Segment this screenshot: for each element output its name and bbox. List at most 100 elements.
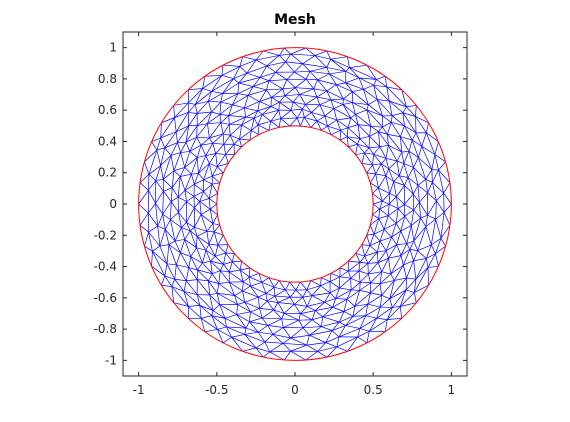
mesh-edge [257,106,272,112]
mesh-edge [402,112,416,117]
mesh-edge [205,155,210,164]
mesh-edge [415,267,429,280]
mesh-edge [190,230,198,237]
mesh-edge [400,243,408,256]
x-tick-label: -0.5 [205,383,228,397]
mesh-edge [262,317,282,320]
mesh-edge [201,315,212,319]
mesh-edge [364,245,371,257]
y-tick-label: 0.6 [98,103,117,117]
mesh-edge [390,273,395,281]
mesh-edge [206,231,210,245]
mesh-edge [295,87,314,90]
mesh-edge [385,175,394,182]
mesh-edge [148,149,158,175]
mesh-edge [427,192,437,201]
mesh-edge [139,212,149,226]
mesh-edge [412,139,422,147]
mesh-edge [181,227,186,240]
mesh-edge [392,289,407,308]
mesh-edge [426,132,439,142]
mesh-edge [278,102,280,111]
mesh-edge [162,214,166,230]
mesh-edge [408,151,414,168]
mesh-edge [139,182,149,191]
mesh-edge [426,244,432,259]
mesh-edge [274,295,279,303]
mesh-edge [148,165,161,175]
mesh-edge [406,260,414,279]
mesh-edge [224,318,227,327]
mesh-edge [376,79,387,88]
mesh-edge [211,91,223,94]
mesh-edge [283,319,300,328]
mesh-edge [392,112,404,117]
mesh-edge [262,114,272,122]
mesh-edge [302,108,312,113]
mesh-edge [357,124,361,139]
mesh-edge [228,261,233,273]
mesh-edge [378,126,383,132]
mesh-edge [170,201,179,213]
mesh-edge [296,108,303,119]
mesh-edge [333,104,344,109]
mesh-edge [355,114,359,125]
mesh-edge [207,111,212,124]
mesh-edge [267,318,282,326]
mesh-edge [415,116,429,124]
mesh-edge [316,120,328,127]
mesh-edge [336,117,351,121]
mesh-edge [258,331,273,335]
mesh-edge [420,217,427,227]
mesh-edge [339,267,349,272]
mesh-edge [345,70,360,79]
mesh-edge [430,219,436,245]
mesh-edge [199,305,202,319]
mesh-edge [381,294,390,300]
mesh-edge [306,306,316,311]
mesh-edge [183,291,198,295]
mesh-edge [346,289,352,300]
mesh-edge [300,117,305,127]
mesh-edge [440,238,446,247]
mesh-edge [324,298,336,303]
mesh-edge [382,115,392,123]
mesh-edge [184,190,195,197]
mesh-edge [350,117,359,125]
mesh-edge [215,143,225,154]
mesh-edge [440,225,451,239]
mesh-edge [301,109,305,118]
mesh-edge [264,334,274,343]
mesh-edge [266,61,286,67]
mesh-edge [363,89,378,100]
mesh-edge [222,124,230,135]
y-tick-label: 0 [109,197,117,211]
mesh-edge [324,115,328,127]
mesh-edge [370,218,380,226]
mesh-edge [317,342,326,352]
mesh-edge [239,130,252,140]
mesh-edge [385,145,389,159]
mesh-edge [193,191,204,197]
mesh-edge [417,250,427,259]
mesh-edge [163,187,173,192]
mesh-edge [242,347,257,352]
mesh-edge [196,294,201,306]
mesh-edge [358,270,361,283]
mesh-edge [339,276,351,279]
mesh-edge [324,292,331,303]
mesh-edge [211,75,223,92]
mesh-edge [162,170,175,180]
mesh-edge [326,90,332,100]
mesh-edge [193,173,199,185]
mesh-edge [346,290,360,300]
mesh-edge [205,249,216,257]
mesh-edge [184,174,192,191]
mesh-edge [306,280,312,290]
x-axis: -1 -0.5 0 0.5 1 [133,32,455,397]
mesh-edge [355,253,365,257]
mesh-edge [408,150,419,158]
mesh-edge [148,180,157,191]
mesh-edge [180,239,186,253]
